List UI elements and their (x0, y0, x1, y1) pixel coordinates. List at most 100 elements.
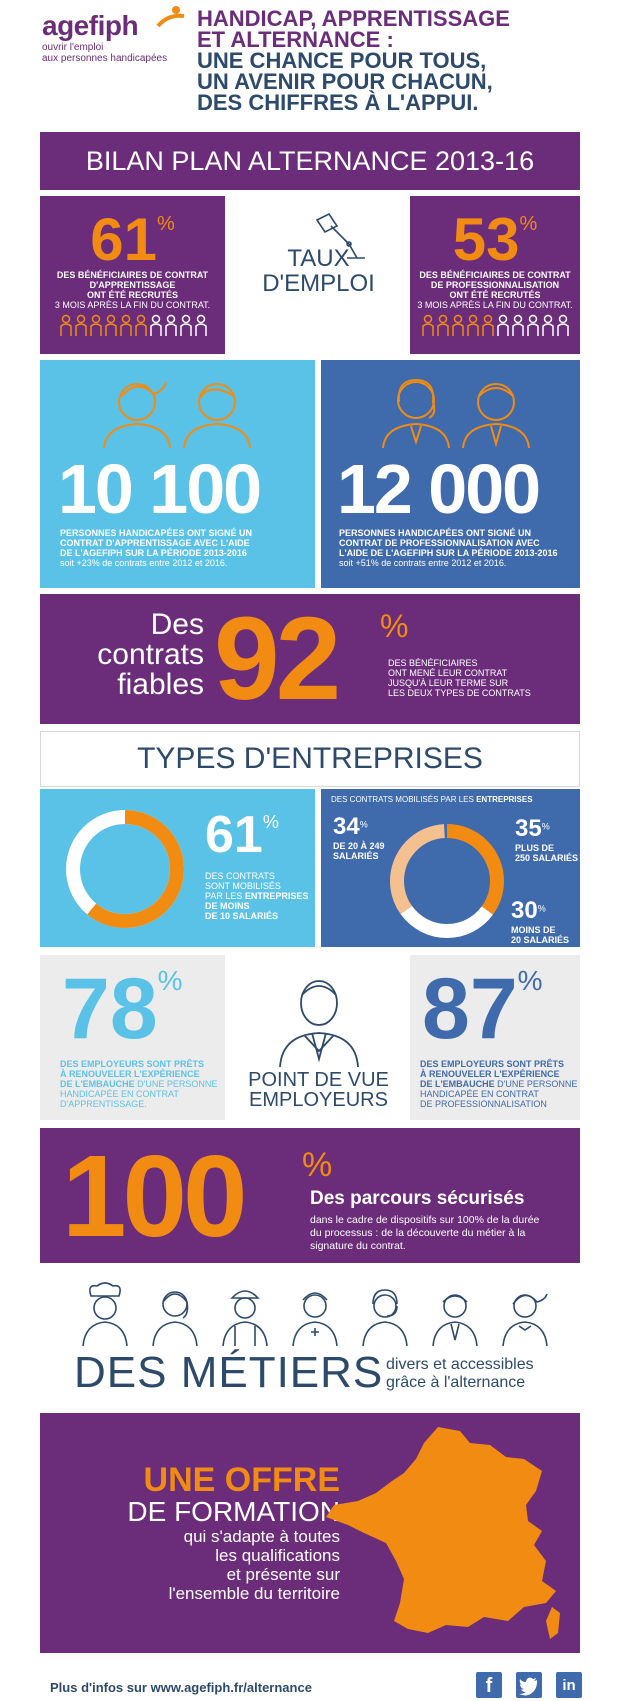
types-right-header: DES CONTRATS MOBILISÉS PAR LES ENTREPRIS… (331, 795, 533, 804)
offre-s2: les qualifications (215, 1546, 340, 1565)
employeurs-center-line1: POINT DE VUE (248, 1069, 389, 1091)
title-line-1: HANDICAP, APPRENTISSAGE (197, 6, 510, 31)
twitter-bird-icon (519, 1677, 537, 1696)
employeurs-right-stat: 87% (422, 963, 543, 1055)
types-left-l3b: ENTREPRISES (244, 891, 309, 901)
fiables-line1: Des (150, 608, 204, 641)
types-left-l5: DE 10 SALARIÉS (205, 911, 279, 921)
professions-icons (82, 1282, 548, 1347)
signed-left-line2: CONTRAT D'APPRENTISSAGE AVEC L'AIDE (60, 538, 250, 548)
parcours-value: 100 (62, 1131, 248, 1261)
signed-left-desc: PERSONNES HANDICAPÉES ONT SIGNÉ UN CONTR… (60, 528, 310, 568)
types-right-c-l1: MOINS DE (511, 925, 556, 935)
types-left-unit: % (262, 812, 279, 832)
employeurs-left-b3: DE L'EMBAUCHE (60, 1079, 135, 1089)
fiables-unit: % (380, 608, 409, 644)
employeurs-right-desc: DES EMPLOYEURS SONT PRÊTS À RENOUVELER L… (420, 1059, 580, 1109)
emploi-left-line1: DES BÉNÉFICIAIRES DE CONTRAT (56, 270, 209, 280)
types-title-box: TYPES D'ENTREPRISES (40, 731, 580, 787)
emploi-left-value: 61 (90, 206, 157, 273)
operator-icon (362, 1289, 408, 1347)
types-left-card: 61% DES CONTRATS SONT MOBILISÉS PAR LES … (40, 789, 315, 947)
title-line-5: DES CHIFFRES À L'APPUI. (197, 90, 479, 115)
types-right-b-l2: 250 SALARIÉS (515, 853, 579, 863)
fiables-line2: contrats (97, 638, 204, 671)
types-right-b: 35% PLUS DE 250 SALARIÉS (515, 815, 578, 863)
donut-arc-30 (390, 824, 504, 938)
facebook-icon[interactable]: f (476, 1672, 502, 1698)
types-right-a-unit: % (359, 819, 368, 830)
footer-link[interactable]: www.agefiph.fr/alternance (150, 1680, 312, 1695)
nurse-icon (292, 1292, 338, 1347)
signed-right-line4: soit +51% de contrats entre 2012 et 2016… (339, 558, 507, 568)
person-icon (103, 381, 251, 449)
emploi-left-unit: % (156, 213, 175, 235)
emploi-right-line3: ONT ÉTÉ RECRUTÉS (449, 290, 541, 300)
emploi-center-line1: TAUX (287, 245, 350, 272)
employeurs-right-n4: HANDICAPÉE EN CONTRAT (420, 1089, 539, 1099)
emploi-right-line2: DE PROFESSIONNALISATION (430, 280, 560, 290)
linkedin-icon[interactable]: in (556, 1672, 582, 1698)
employeurs-left-b1: DES EMPLOYEURS SONT PRÊTS (60, 1059, 205, 1069)
parcours-d1: dans le cadre de dispositifs sur 100% de… (310, 1214, 540, 1226)
waitress-icon (502, 1293, 548, 1347)
employeurs-right-value: 87 (422, 961, 518, 1057)
offre-card: UNE OFFRE DE FORMATION qui s'adapte à to… (40, 1413, 580, 1653)
employeurs-left-b2: À RENOUVELER L'EXPÉRIENCE (60, 1069, 200, 1079)
logo-text: agefiph (42, 10, 139, 41)
emploi-left-line4: 3 MOIS APRÈS LA FIN DU CONTRAT. (54, 300, 211, 310)
types-left-stat: 61% (205, 809, 279, 861)
employeurs-right-unit: % (517, 965, 543, 996)
chef-icon (82, 1282, 128, 1347)
emploi-right-stat: 53% (410, 210, 580, 270)
employeurs-right-b2: À RENOUVELER L'EXPÉRIENCE (420, 1069, 560, 1079)
employeurs-left-n5: D'APPRENTISSAGE. (60, 1099, 147, 1109)
signed-right-line2: CONTRAT DE PROFESSIONNALISATION AVEC (339, 538, 540, 548)
types-right-card: DES CONTRATS MOBILISÉS PAR LES ENTREPRIS… (321, 789, 580, 947)
fiables-label: Des contrats fiables (54, 610, 204, 700)
donut-chart-right (390, 824, 504, 938)
offre-text: UNE OFFRE DE FORMATION qui s'adapte à to… (60, 1463, 340, 1603)
emploi-right-line4: 3 MOIS APRÈS LA FIN DU CONTRAT. (417, 300, 573, 310)
parcours-desc: dans le cadre de dispositifs sur 100% de… (310, 1214, 578, 1253)
parcours-card: 100 % Des parcours sécurisés dans le cad… (40, 1128, 580, 1263)
offre-l2: DE FORMATION (127, 1496, 340, 1527)
people-row-icon (422, 314, 569, 336)
types-right-c-unit: % (537, 903, 546, 914)
types-right-a-l1: DE 20 À 249 (333, 841, 385, 851)
types-left-value: 61 (205, 806, 263, 864)
signed-left-line3: DE L'AGEFIPH SUR LA PÉRIODE 2013-2016 (60, 548, 247, 558)
fiables-desc3: JUSQU'À LEUR TERME SUR (388, 678, 509, 688)
title-line-3: UNE CHANCE POUR TOUS, (197, 48, 487, 73)
types-right-header-bold: ENTREPRISES (476, 795, 533, 804)
emploi-right-line1: DES BÉNÉFICIAIRES DE CONTRAT (419, 270, 571, 280)
types-right-b-l1: PLUS DE (515, 843, 555, 853)
logo[interactable]: agefiph ouvrir l'emploi aux personnes ha… (42, 6, 192, 64)
offre-s3: et présente sur (226, 1565, 340, 1584)
signed-left-line1: PERSONNES HANDICAPÉES ONT SIGNÉ UN (60, 528, 253, 538)
fiables-line3: fiables (117, 668, 204, 701)
people-row-icon (59, 314, 207, 336)
signed-right-card: 12 000 PERSONNES HANDICAPÉES ONT SIGNÉ U… (321, 360, 580, 588)
parcours-d2: du processus : de la découverte du métie… (310, 1227, 526, 1239)
emploi-left-line2: D'APPRENTISSAGE (89, 280, 176, 290)
twitter-icon[interactable] (516, 1672, 542, 1698)
desk-lamp-icon (315, 212, 365, 259)
footer-text: Plus d'infos sur www.agefiph.fr/alternan… (50, 1680, 312, 1695)
types-left-l4: DE MOINS (205, 901, 250, 911)
parcours-unit: % (302, 1146, 333, 1184)
worker-icon (222, 1290, 268, 1347)
types-right-a-value: 34 (333, 813, 360, 840)
parcours-title: Des parcours sécurisés (310, 1188, 525, 1209)
employeurs-center: POINT DE VUE EMPLOYEURS (231, 955, 406, 1120)
title-line-4: UN AVENIR POUR CHACUN, (197, 69, 493, 94)
types-left-l1: DES CONTRATS (205, 871, 275, 881)
emploi-center-line2: D'EMPLOI (262, 270, 375, 297)
fiables-card: Des contrats fiables 92 % DES BÉNÉFICIAI… (40, 594, 580, 724)
employeurs-left-n4: HANDICAPÉE EN CONTRAT (60, 1089, 179, 1099)
types-right-c: 30% MOINS DE 20 SALARIÉS (511, 897, 569, 945)
employeurs-left-stat: 78% (62, 963, 183, 1055)
employeurs-right-n3: D'UNE PERSONNE (494, 1079, 578, 1089)
woman-icon (152, 1291, 198, 1347)
signed-left-card: 10 100 PERSONNES HANDICAPÉES ONT SIGNÉ U… (40, 360, 315, 588)
